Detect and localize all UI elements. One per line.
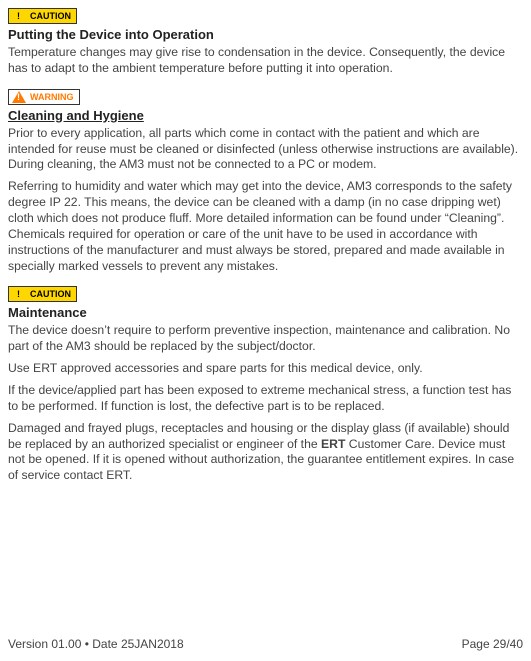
page-footer: Version 01.00 • Date 25JAN2018 Page 29/4… (8, 637, 523, 651)
caution-badge: ! CAUTION (8, 8, 77, 24)
badge-label: WARNING (30, 92, 74, 102)
body-paragraph: If the device/applied part has been expo… (8, 383, 523, 415)
warning-triangle-icon: ! (12, 10, 26, 22)
footer-page: Page 29/40 (462, 637, 523, 651)
section-heading: Cleaning and Hygiene (8, 108, 523, 123)
body-paragraph: Use ERT approved accessories and spare p… (8, 361, 523, 377)
body-paragraph: Temperature changes may give rise to con… (8, 45, 523, 77)
footer-version: Version 01.00 • Date 25JAN2018 (8, 637, 184, 651)
section-heading: Putting the Device into Operation (8, 27, 523, 42)
caution-badge: ! CAUTION (8, 286, 77, 302)
doc-section: ! CAUTION Putting the Device into Operatio… (8, 8, 523, 77)
doc-section: ! CAUTION Maintenance The device doesn’t re… (8, 286, 523, 484)
body-paragraph: The device doesn’t require to perform pr… (8, 323, 523, 355)
body-paragraph: Damaged and frayed plugs, receptacles an… (8, 421, 523, 484)
section-heading: Maintenance (8, 305, 523, 320)
warning-triangle-icon: ! (12, 91, 26, 103)
warning-badge: ! WARNING (8, 89, 80, 105)
body-paragraph: Prior to every application, all parts wh… (8, 126, 523, 174)
doc-section: ! WARNING Cleaning and Hygiene Prior to eve… (8, 89, 523, 275)
body-paragraph: Referring to humidity and water which ma… (8, 179, 523, 274)
badge-label: CAUTION (30, 11, 71, 21)
warning-triangle-icon: ! (12, 288, 26, 300)
badge-label: CAUTION (30, 289, 71, 299)
